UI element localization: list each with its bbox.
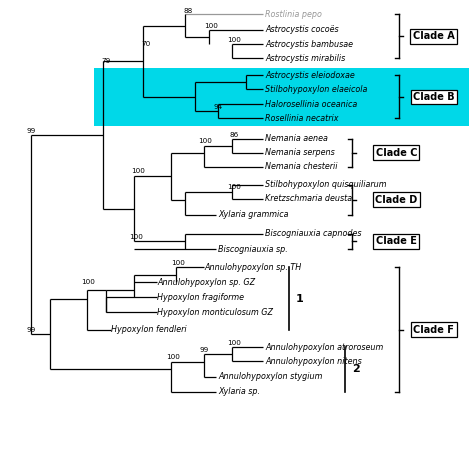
Text: 99: 99 bbox=[200, 346, 209, 353]
Text: Stilbohypoxylon quisquiliarum: Stilbohypoxylon quisquiliarum bbox=[265, 180, 387, 189]
Text: 100: 100 bbox=[129, 234, 143, 240]
Text: Biscogniauxia sp.: Biscogniauxia sp. bbox=[218, 245, 288, 254]
Text: Hypoxylon fendleri: Hypoxylon fendleri bbox=[110, 325, 186, 334]
Text: 100: 100 bbox=[204, 23, 218, 28]
Text: Astrocystis mirabilis: Astrocystis mirabilis bbox=[265, 54, 346, 63]
Text: Clade B: Clade B bbox=[413, 92, 455, 102]
Text: Hypoxylon fragiforme: Hypoxylon fragiforme bbox=[157, 293, 245, 302]
Text: Xylaria grammica: Xylaria grammica bbox=[218, 210, 289, 219]
Text: 100: 100 bbox=[227, 184, 241, 190]
Text: Clade E: Clade E bbox=[376, 237, 417, 246]
Text: Stilbohypoxylon elaeicola: Stilbohypoxylon elaeicola bbox=[265, 85, 367, 94]
Text: 99: 99 bbox=[26, 128, 36, 134]
Bar bbox=[94, 68, 469, 126]
Text: 100: 100 bbox=[82, 279, 95, 284]
Text: Clade D: Clade D bbox=[375, 194, 418, 204]
Text: 2: 2 bbox=[352, 365, 359, 374]
Text: Nemania aenea: Nemania aenea bbox=[265, 134, 328, 143]
Text: Annulohypoxylon stygium: Annulohypoxylon stygium bbox=[218, 372, 323, 381]
Text: Kretzschmaria deusta: Kretzschmaria deusta bbox=[265, 194, 352, 203]
Text: 99: 99 bbox=[26, 327, 36, 333]
Text: Astrocystis bambusae: Astrocystis bambusae bbox=[265, 39, 353, 48]
Text: Clade F: Clade F bbox=[413, 325, 454, 335]
Text: Nemania serpens: Nemania serpens bbox=[265, 148, 335, 157]
Text: Annulohypoxylon sp. TH: Annulohypoxylon sp. TH bbox=[204, 263, 301, 272]
Text: Hypoxylon monticulosum GZ: Hypoxylon monticulosum GZ bbox=[157, 308, 273, 317]
Text: Rostlinia pepo: Rostlinia pepo bbox=[265, 10, 322, 19]
Text: Annulohypoxylon atroroseum: Annulohypoxylon atroroseum bbox=[265, 343, 383, 352]
Text: 100: 100 bbox=[199, 138, 212, 144]
Text: 86: 86 bbox=[230, 132, 239, 137]
Text: 70: 70 bbox=[141, 41, 150, 47]
Text: Clade C: Clade C bbox=[375, 148, 417, 158]
Text: 100: 100 bbox=[228, 36, 242, 43]
Text: Astrocystis eleiodoxae: Astrocystis eleiodoxae bbox=[265, 71, 355, 80]
Text: 94: 94 bbox=[214, 104, 223, 110]
Text: Nemania chesterii: Nemania chesterii bbox=[265, 162, 337, 171]
Text: 88: 88 bbox=[183, 8, 192, 14]
Text: Halorosellinia oceanica: Halorosellinia oceanica bbox=[265, 100, 357, 109]
Text: Biscogniauxia capnodes: Biscogniauxia capnodes bbox=[265, 229, 362, 238]
Text: Rosellinia necatrix: Rosellinia necatrix bbox=[265, 114, 338, 123]
Text: 100: 100 bbox=[172, 260, 185, 266]
Text: Annulohypoxylon nitens: Annulohypoxylon nitens bbox=[265, 356, 362, 365]
Text: Xylaria sp.: Xylaria sp. bbox=[218, 387, 260, 396]
Text: 100: 100 bbox=[132, 168, 146, 174]
Text: 100: 100 bbox=[166, 355, 180, 360]
Text: 1: 1 bbox=[296, 293, 303, 304]
Text: Astrocystis cocoës: Astrocystis cocoës bbox=[265, 26, 339, 35]
Text: Clade A: Clade A bbox=[413, 31, 455, 41]
Text: 100: 100 bbox=[227, 340, 241, 346]
Text: 79: 79 bbox=[101, 58, 110, 64]
Text: Annulohypoxylon sp. GZ: Annulohypoxylon sp. GZ bbox=[157, 278, 255, 287]
